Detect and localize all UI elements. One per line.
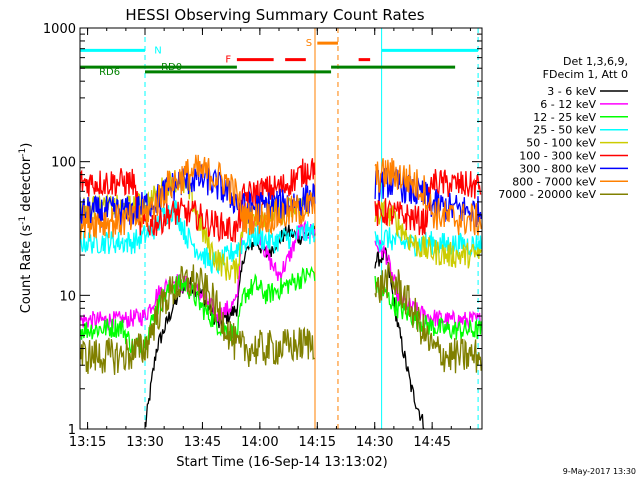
series-group <box>80 154 482 429</box>
legend-entry-label: 300 - 800 keV <box>519 162 596 175</box>
x-tick-label: 14:45 <box>413 435 450 450</box>
legend-header-detectors: Det 1,3,6,9, <box>563 55 628 68</box>
y-axis-label-sup2: -1 <box>18 148 28 157</box>
legend-header-decim: FDecim 1, Att 0 <box>543 68 628 81</box>
y-axis-label-sup1: -1 <box>18 216 28 225</box>
chart-title: HESSI Observing Summary Count Rates <box>125 6 424 24</box>
y-axis-label-end: ) <box>19 143 34 148</box>
x-axis: 13:15 13:30 13:45 14:00 14:15 14:30 14:45 <box>69 28 471 450</box>
flag-label: N <box>154 45 161 56</box>
x-axis-label: Start Time (16-Sep-14 13:13:02) <box>176 455 387 470</box>
y-tick-label: 10 <box>59 289 76 304</box>
legend: Det 1,3,6,9, FDecim 1, Att 0 3 - 6 keV6 … <box>498 55 628 201</box>
x-tick-label: 13:15 <box>69 435 106 450</box>
legend-entry-label: 7000 - 20000 keV <box>498 188 596 201</box>
y-tick-label: 1000 <box>43 22 76 37</box>
date-stamp: 9-May-2017 13:30 <box>563 467 636 476</box>
flag-label: S <box>306 38 312 49</box>
legend-entry-label: 3 - 6 keV <box>547 85 596 98</box>
x-tick-label: 13:30 <box>126 435 163 450</box>
legend-entry-label: 12 - 25 keV <box>533 111 596 124</box>
x-tick-label: 14:00 <box>241 435 278 450</box>
x-tick-label: 14:15 <box>299 435 336 450</box>
y-axis: 1 10 100 1000 <box>43 22 482 438</box>
series-line <box>80 265 482 356</box>
series-line <box>80 262 482 375</box>
flag-label: RD6 <box>99 67 120 78</box>
legend-entry-label: 6 - 12 keV <box>540 98 596 111</box>
y-axis-label-main: Count Rate (s <box>19 225 34 314</box>
plot-frame <box>79 27 483 430</box>
legend-entry-label: 100 - 300 keV <box>519 150 596 163</box>
y-tick-label: 100 <box>51 156 76 171</box>
legend-entry-label: 800 - 7000 keV <box>512 175 596 188</box>
y-tick-label: 1 <box>68 423 76 438</box>
y-axis-label-mid: detector <box>19 156 34 216</box>
flag-label: RD0 <box>161 62 182 73</box>
legend-entry-label: 25 - 50 keV <box>533 124 596 137</box>
legend-entry-label: 50 - 100 keV <box>526 137 596 150</box>
flag-group: N S F RD0 RD6 <box>80 38 479 78</box>
x-tick-label: 13:45 <box>184 435 221 450</box>
series-line <box>80 154 482 241</box>
x-tick-label: 14:30 <box>356 435 393 450</box>
flag-label: F <box>225 55 231 66</box>
y-axis-label: Count Rate (s-1 detector-1) <box>18 143 34 314</box>
